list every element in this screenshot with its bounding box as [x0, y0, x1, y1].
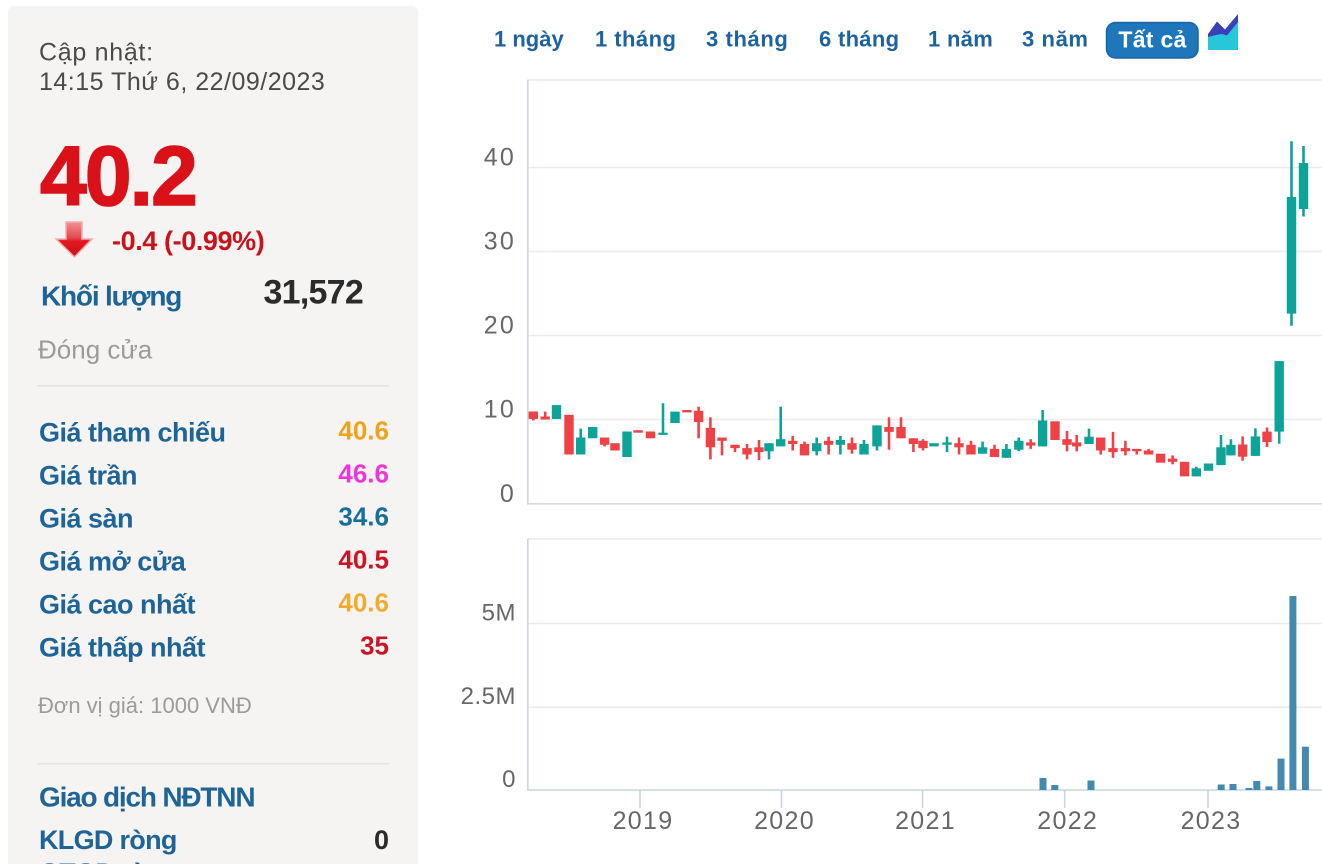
- svg-text:40.2: 40.2: [40, 129, 196, 223]
- svg-text:35: 35: [360, 631, 389, 661]
- svg-text:Đóng cửa: Đóng cửa: [38, 335, 153, 365]
- svg-text:1 ngày: 1 ngày: [494, 27, 564, 52]
- svg-text:5M: 5M: [482, 599, 516, 626]
- svg-text:Giá tham chiếu: Giá tham chiếu: [39, 418, 226, 448]
- svg-text:Giá cao nhất: Giá cao nhất: [39, 590, 196, 620]
- svg-text:Tất cả: Tất cả: [1118, 27, 1186, 53]
- svg-text:40.6: 40.6: [338, 416, 389, 446]
- svg-text:2023: 2023: [1181, 807, 1242, 835]
- svg-text:1 năm: 1 năm: [928, 27, 993, 52]
- svg-text:2.5M: 2.5M: [461, 683, 516, 710]
- svg-text:Giá thấp nhất: Giá thấp nhất: [39, 633, 206, 663]
- svg-text:Cập nhật:: Cập nhật:: [39, 39, 154, 67]
- svg-text:2022: 2022: [1037, 807, 1098, 835]
- svg-text:KLGD ròng: KLGD ròng: [39, 825, 177, 855]
- svg-text:-0.4 (-0.99%): -0.4 (-0.99%): [112, 226, 264, 256]
- svg-text:Giá trần: Giá trần: [39, 461, 137, 491]
- svg-text:31,572: 31,572: [264, 274, 364, 312]
- svg-text:46.6: 46.6: [338, 459, 389, 489]
- svg-text:2019: 2019: [613, 807, 674, 835]
- svg-text:Giá sàn: Giá sàn: [39, 504, 133, 534]
- svg-text:40.5: 40.5: [338, 545, 389, 575]
- svg-text:Giá mở cửa: Giá mở cửa: [39, 547, 187, 577]
- svg-text:0: 0: [502, 766, 516, 793]
- svg-text:40.6: 40.6: [338, 588, 389, 618]
- svg-text:2021: 2021: [895, 807, 956, 835]
- svg-text:3 tháng: 3 tháng: [706, 27, 788, 52]
- svg-text:Đơn vị giá: 1000 VNĐ: Đơn vị giá: 1000 VNĐ: [38, 693, 252, 718]
- svg-text:0: 0: [374, 825, 389, 855]
- svg-text:14:15 Thứ 6, 22/09/2023: 14:15 Thứ 6, 22/09/2023: [39, 68, 325, 96]
- svg-text:34.6: 34.6: [338, 502, 389, 532]
- svg-text:30: 30: [484, 228, 516, 256]
- svg-text:40: 40: [484, 144, 516, 172]
- svg-text:6 tháng: 6 tháng: [819, 27, 899, 52]
- svg-text:Giao dịch NĐTNN: Giao dịch NĐTNN: [39, 782, 254, 813]
- svg-text:1 tháng: 1 tháng: [595, 27, 676, 52]
- svg-text:20: 20: [484, 312, 516, 340]
- svg-text:Khối lượng: Khối lượng: [41, 281, 181, 312]
- svg-text:GTGD ròng: GTGD ròng: [39, 858, 178, 864]
- svg-text:2020: 2020: [754, 807, 815, 835]
- svg-text:0: 0: [500, 480, 516, 508]
- svg-text:3 năm: 3 năm: [1022, 27, 1089, 52]
- svg-text:10: 10: [484, 396, 516, 424]
